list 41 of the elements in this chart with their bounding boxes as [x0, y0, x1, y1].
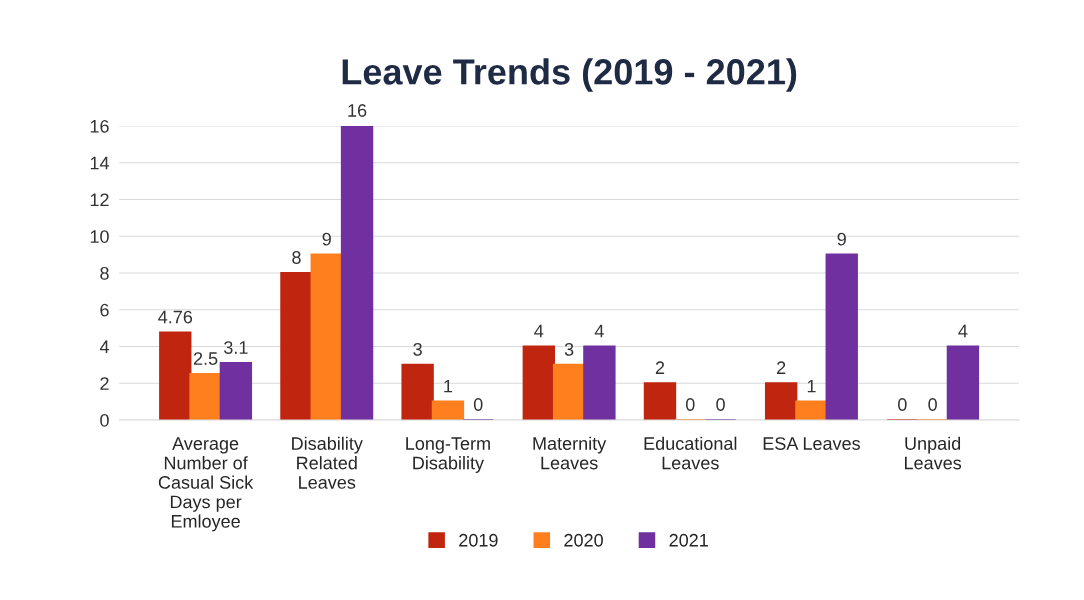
data-label: 4 — [958, 324, 968, 338]
data-label: 0 — [898, 398, 907, 411]
x-tick-label: Educational Leaves — [644, 436, 737, 470]
data-label: 3 — [413, 342, 422, 356]
y-tick-label: 2 — [100, 377, 109, 390]
legend-label: 2020 — [564, 533, 603, 547]
x-tick-label: ESA Leaves — [763, 437, 860, 450]
y-tick-label: 10 — [90, 230, 109, 243]
legend-label: 2019 — [459, 533, 498, 547]
x-tick-label: Unpaid Leaves — [905, 436, 962, 470]
y-tick-label: 0 — [100, 413, 109, 427]
data-label: 4 — [534, 324, 544, 338]
data-label: 2 — [777, 361, 786, 374]
chart-title: Leave Trends (2019 - 2021) — [342, 58, 797, 92]
x-tick-label: Long-Term Disability — [406, 437, 490, 473]
x-tick-label: Average Number of Casual Sick Days per Emloyee — [158, 437, 254, 532]
data-label: 0 — [716, 398, 725, 411]
y-tick-label: 16 — [90, 119, 109, 133]
data-label: 0 — [473, 398, 483, 411]
data-label: 1 — [444, 379, 453, 393]
data-label: 4.76 — [158, 310, 193, 324]
data-label: 16 — [348, 104, 367, 117]
x-tick-label: Disability Related Leaves — [292, 436, 363, 489]
data-label: 9 — [322, 232, 331, 246]
data-label: 0 — [928, 398, 937, 411]
x-tick-label: Maternity Leaves — [533, 436, 607, 470]
data-label: 4 — [594, 324, 604, 338]
data-label: 3.1 — [224, 341, 248, 354]
data-label: 9 — [837, 232, 846, 246]
legend-label: 2021 — [669, 533, 708, 547]
data-label: 0 — [685, 398, 695, 411]
data-label: 1 — [807, 379, 816, 393]
y-tick-label: 6 — [100, 303, 109, 317]
data-label: 2 — [655, 361, 665, 374]
y-tick-label: 4 — [99, 340, 109, 354]
data-label: 3 — [564, 342, 574, 356]
y-tick-label: 14 — [90, 156, 109, 170]
y-tick-label: 8 — [100, 266, 109, 280]
y-tick-label: 12 — [90, 193, 109, 207]
data-label: 8 — [292, 251, 301, 264]
data-label: 2.5 — [193, 352, 218, 365]
